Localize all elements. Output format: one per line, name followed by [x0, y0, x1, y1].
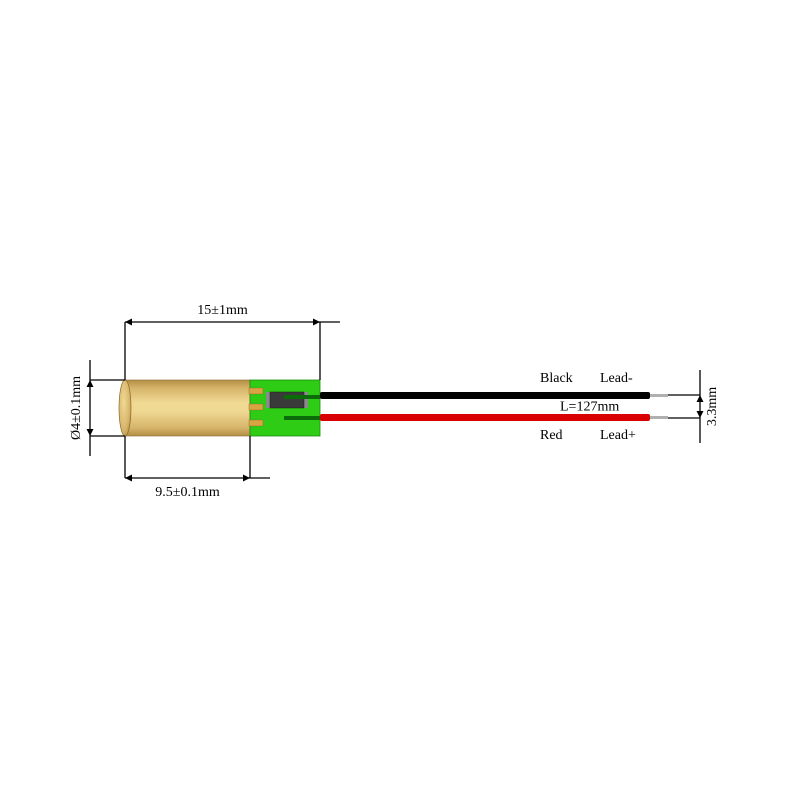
pcb-trace-lower — [284, 416, 320, 420]
brass-endcap — [119, 380, 131, 436]
dim-label-brass-length: 9.5±0.1mm — [155, 485, 220, 500]
dim-label-wire-spacing: 3.3mm — [705, 387, 720, 426]
dim-label-diameter: Ø4±0.1mm — [69, 376, 84, 440]
pin-2 — [249, 404, 263, 410]
label-lead-minus: Lead- — [600, 371, 633, 386]
label-red: Red — [540, 428, 563, 443]
label-black: Black — [540, 371, 573, 386]
label-wire-length: L=127mm — [560, 400, 619, 415]
wire-red — [320, 414, 650, 421]
pin-3 — [249, 420, 263, 426]
label-lead-plus: Lead+ — [600, 428, 636, 443]
wire-black — [320, 392, 650, 399]
wire-red-tip — [650, 416, 668, 419]
pin-1 — [249, 388, 263, 394]
wire-black-tip — [650, 394, 668, 397]
brass-cylinder — [125, 380, 250, 436]
dim-label-total-length: 15±1mm — [197, 303, 248, 318]
pcb-trace-upper — [284, 395, 320, 399]
smd-component — [270, 392, 304, 408]
